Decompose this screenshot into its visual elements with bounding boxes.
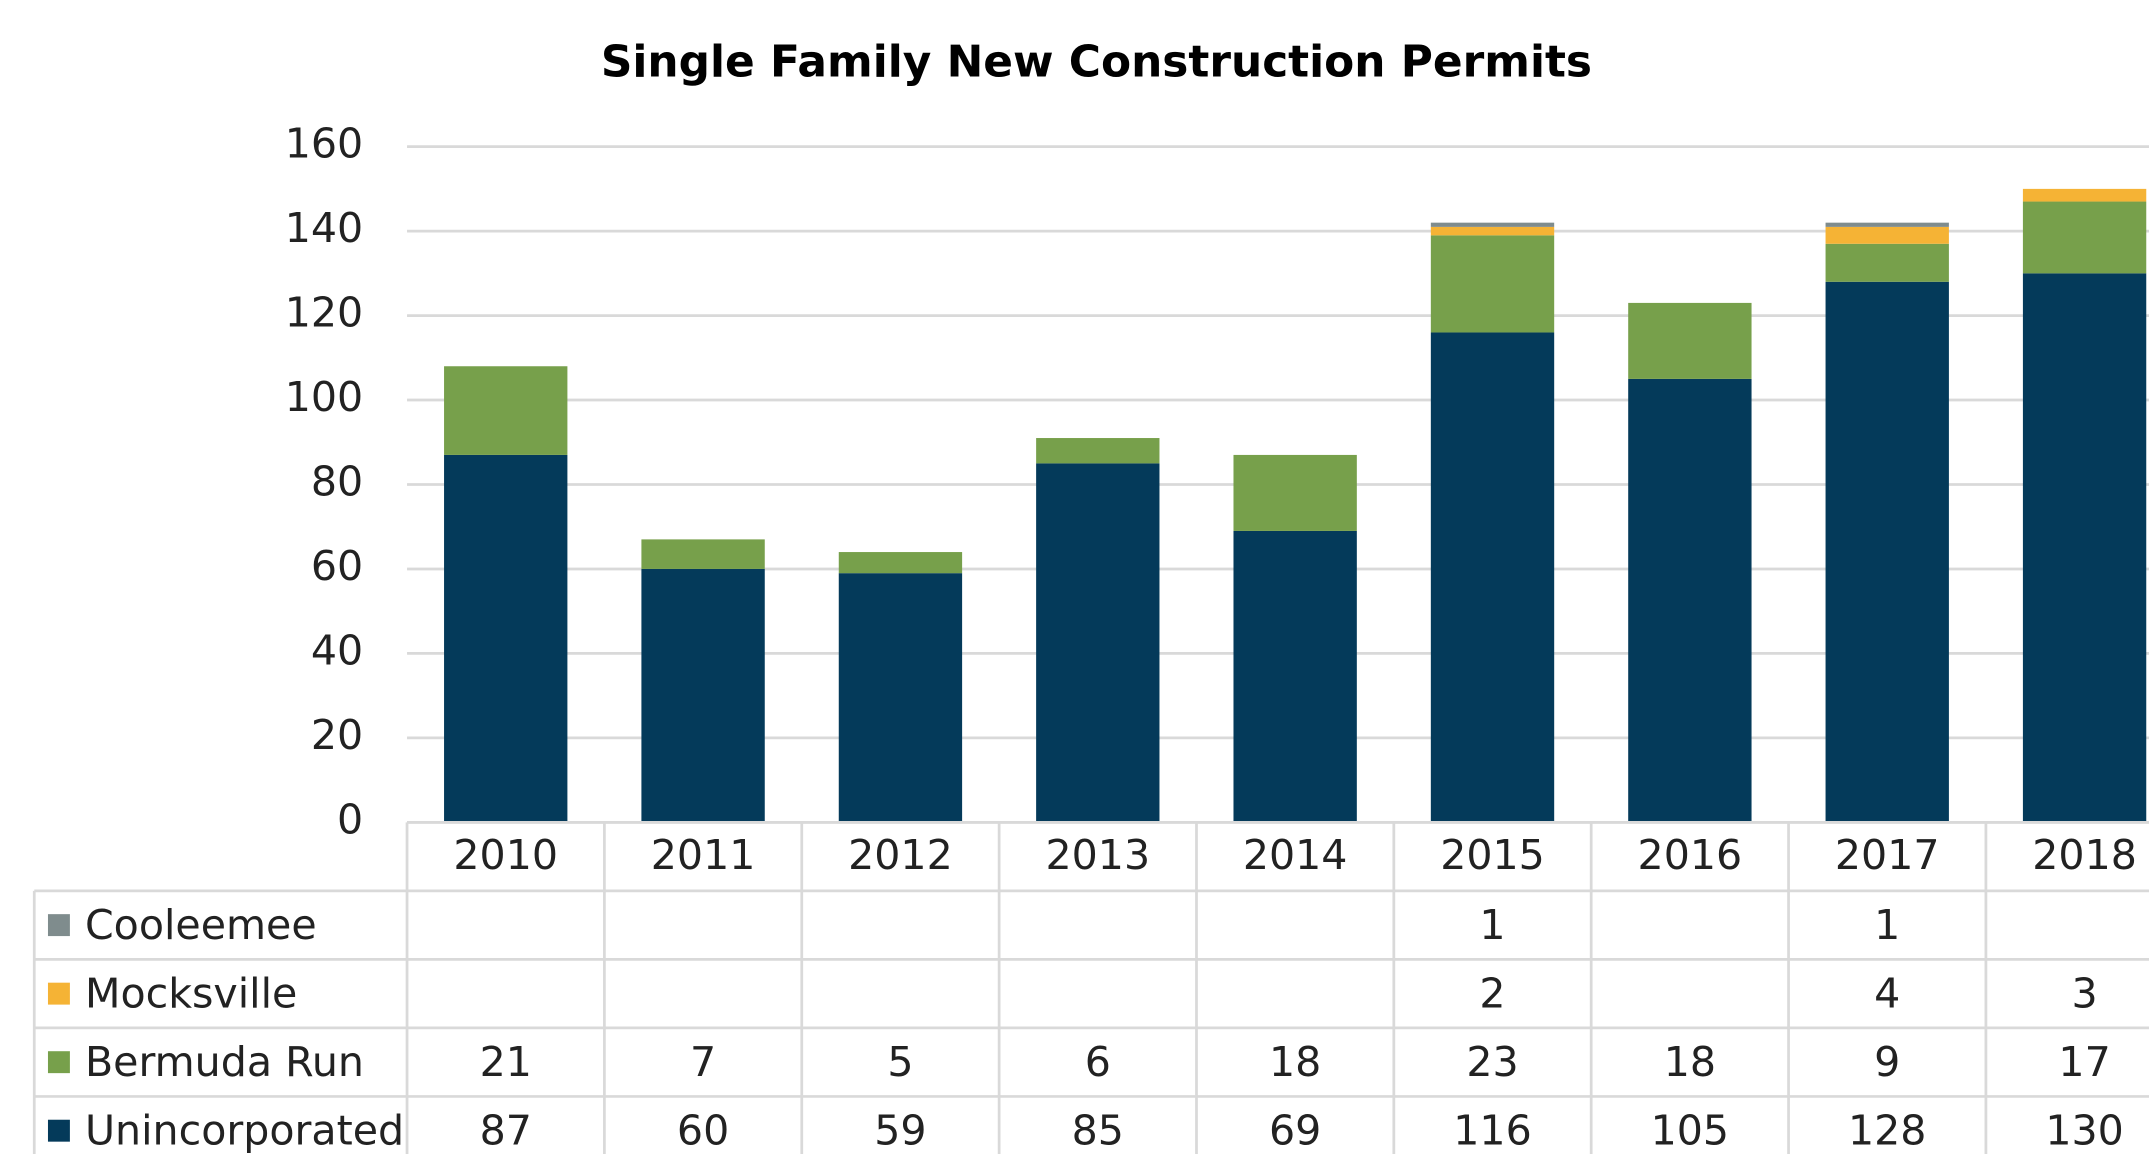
legend-swatch [47, 1119, 70, 1142]
x-tick-label: 2012 [848, 831, 953, 879]
table-value: 1 [1479, 901, 1505, 949]
table-value: 87 [480, 1106, 532, 1154]
y-tick-label: 40 [311, 626, 363, 674]
x-tick-label: 2014 [1243, 831, 1348, 879]
x-tick-label: 2013 [1045, 831, 1150, 879]
bar-segment [444, 454, 568, 823]
y-tick-label: 60 [311, 542, 363, 590]
legend-label: Mocksville [85, 969, 297, 1017]
table-value: 18 [1664, 1038, 1716, 1086]
table-value: 105 [1651, 1106, 1729, 1154]
bar-segment [1430, 226, 1555, 236]
table-value: 128 [1848, 1106, 1926, 1154]
bar-segment [1233, 454, 1357, 531]
bar-segment [1430, 332, 1555, 823]
table-value: 130 [2045, 1106, 2123, 1154]
table-value: 7 [690, 1038, 716, 1086]
table-value: 85 [1072, 1106, 1124, 1154]
x-tick-label: 2017 [1835, 831, 1940, 879]
bar-segment [1628, 302, 1752, 379]
bar-segment [1825, 281, 1949, 823]
table-value: 60 [677, 1106, 729, 1154]
table-value: 5 [887, 1038, 913, 1086]
table-value: 69 [1269, 1106, 1321, 1154]
legend-swatch [47, 982, 70, 1005]
bar-segment [1036, 463, 1160, 823]
legend-swatch [47, 914, 70, 937]
table-value: 2 [1479, 969, 1505, 1017]
legend-label: Cooleemee [85, 901, 317, 949]
bar-segment [1825, 243, 1949, 282]
x-tick-label: 2011 [651, 831, 756, 879]
table-value: 23 [1466, 1038, 1518, 1086]
table-value: 59 [874, 1106, 926, 1154]
bar-segment [1430, 235, 1555, 333]
bar-segment [838, 552, 963, 574]
bar-segment [444, 366, 568, 455]
x-tick-label: 2015 [1440, 831, 1545, 879]
y-tick-label: 0 [337, 795, 363, 843]
bar-segment [641, 539, 765, 569]
table-value: 21 [480, 1038, 532, 1086]
x-tick-label: 2010 [453, 831, 558, 879]
y-tick-label: 120 [285, 289, 363, 337]
legend-label: Bermuda Run [85, 1038, 364, 1086]
bar-segment [2022, 201, 2147, 274]
table-value: 6 [1085, 1038, 1111, 1086]
y-tick-label: 80 [311, 457, 363, 505]
y-tick-label: 140 [285, 204, 363, 252]
bar-segment [2022, 188, 2147, 202]
bar-segment [1036, 438, 1160, 464]
bar-segment [1825, 226, 1949, 244]
table-value: 17 [2058, 1038, 2110, 1086]
bar-segment [2022, 273, 2147, 823]
y-tick-label: 160 [285, 120, 363, 168]
bar-segment [1825, 222, 1949, 227]
bar-segment [641, 568, 765, 823]
bar-segment [838, 573, 963, 823]
chart-title: Single Family New Construction Permits [601, 36, 1592, 87]
bar-segment [1430, 222, 1555, 227]
y-tick-label: 100 [285, 373, 363, 421]
table-value: 9 [1874, 1038, 1900, 1086]
y-tick-label: 20 [311, 711, 363, 759]
table-value: 1 [1874, 901, 1900, 949]
legend-label: Unincorporated [85, 1106, 404, 1154]
x-tick-label: 2018 [2032, 831, 2137, 879]
x-tick-label: 2016 [1638, 831, 1743, 879]
legend-swatch [47, 1051, 70, 1074]
bar-segment [1233, 530, 1357, 823]
table-value: 18 [1269, 1038, 1321, 1086]
table-value: 116 [1453, 1106, 1531, 1154]
bar-segment [1628, 378, 1752, 823]
table-value: 4 [1874, 969, 1900, 1017]
table-value: 3 [2072, 969, 2098, 1017]
